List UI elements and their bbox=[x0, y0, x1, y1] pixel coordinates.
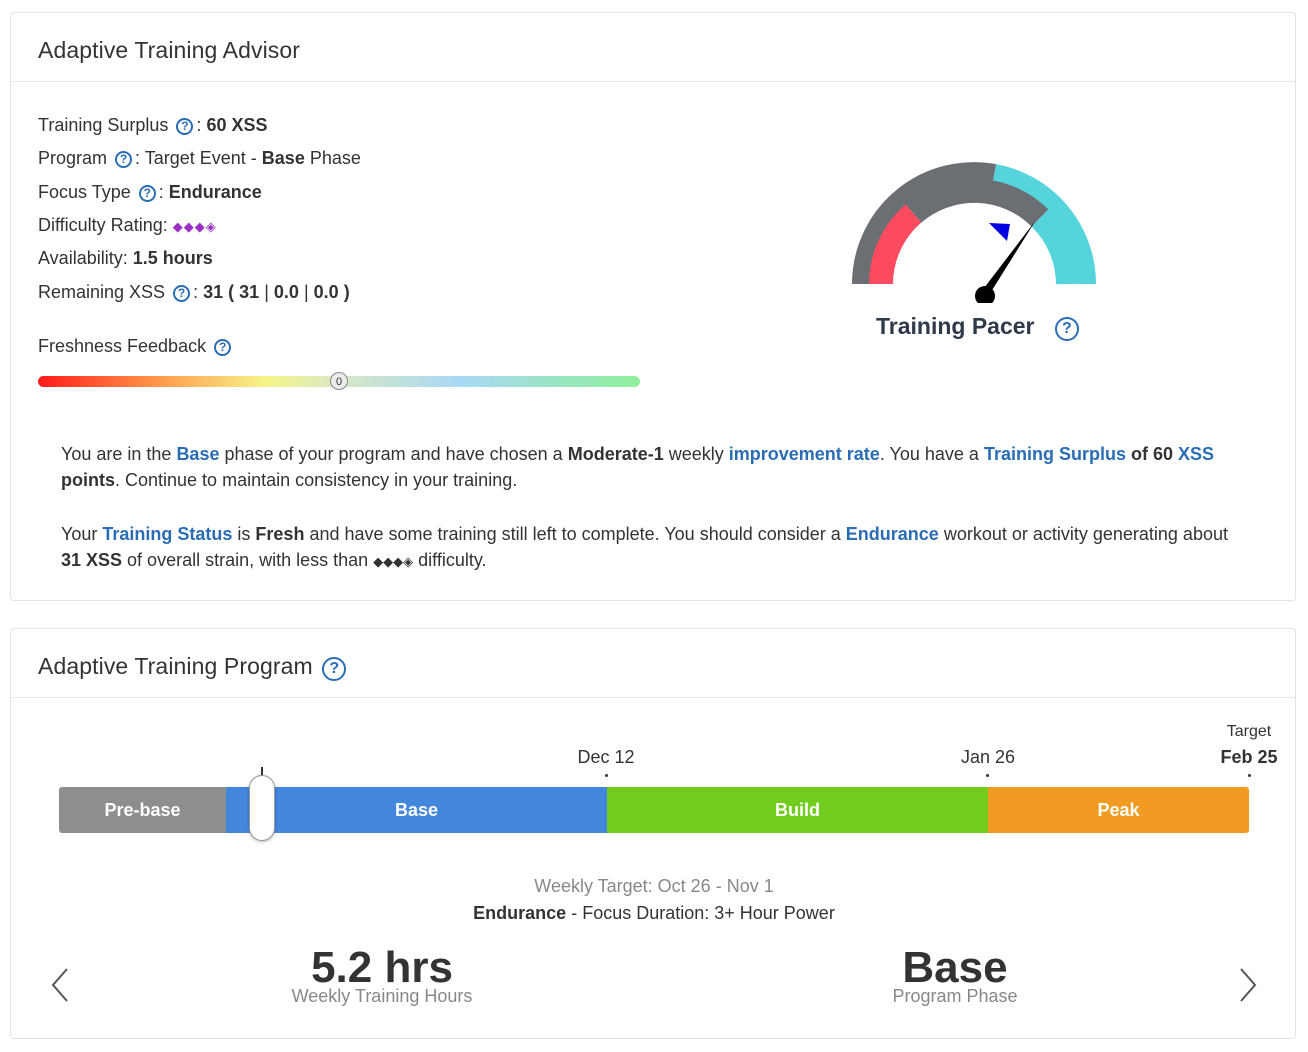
advisor-paragraph-1: You are in the Base phase of your progra… bbox=[61, 444, 1214, 490]
phase-build: Build bbox=[607, 787, 988, 833]
target-date: Feb 25 bbox=[1220, 747, 1278, 767]
gauge-marker-icon bbox=[989, 223, 1010, 241]
freshness-knob[interactable]: 0 bbox=[330, 372, 348, 390]
remaining-peak: 0.0 bbox=[313, 282, 339, 302]
training-pacer-label: Training Pacer ? bbox=[876, 313, 1082, 341]
remaining-high: 0.0 bbox=[273, 282, 299, 302]
weekly-hours-value: 5.2 hrs bbox=[311, 943, 453, 992]
advisor-paragraph-2: Your Training Status is Fresh and have s… bbox=[61, 524, 1228, 570]
slider-handle-tick bbox=[261, 767, 263, 779]
gauge-outer-cyan-arc bbox=[992, 164, 1096, 285]
focus-type-value: Endurance bbox=[168, 182, 262, 202]
training-surplus-value: 60 XSS bbox=[206, 115, 268, 135]
advisor-header: Adaptive Training Advisor bbox=[11, 13, 1295, 82]
improvement-rate-link[interactable]: improvement rate bbox=[728, 444, 880, 464]
help-icon[interactable]: ? bbox=[173, 285, 191, 302]
difficulty-diamonds-icon: ◆◆◆◈ bbox=[373, 554, 414, 569]
remaining-xss-row: Remaining XSS ?: 31 ( 31 | 0.0 | 0.0 ) bbox=[38, 282, 350, 302]
program-phase: Base bbox=[261, 148, 305, 168]
focus-duration-text: Endurance - Focus Duration: 3+ Hour Powe… bbox=[473, 903, 835, 923]
advisor-title: Adaptive Training Advisor bbox=[38, 37, 301, 63]
gauge-inner-red-arc bbox=[869, 204, 922, 285]
gauge-needle bbox=[981, 220, 1036, 295]
chevron-left-icon[interactable] bbox=[45, 965, 75, 1005]
freshness-label: Freshness Feedback bbox=[38, 336, 207, 356]
phase-peak: Peak bbox=[988, 787, 1249, 833]
weekly-target-text: Weekly Target: Oct 26 - Nov 1 bbox=[534, 876, 774, 896]
freshness-row: Freshness Feedback ? bbox=[38, 336, 234, 357]
gauge-hub bbox=[975, 286, 995, 303]
availability-label: Availability: bbox=[38, 248, 128, 268]
help-icon[interactable]: ? bbox=[322, 657, 347, 681]
week-slider-handle[interactable] bbox=[249, 775, 275, 841]
program-phase-label: Program Phase bbox=[892, 986, 1018, 1006]
remaining-xss-label: Remaining XSS bbox=[38, 282, 166, 302]
gauge-outer-grey-arc bbox=[852, 162, 997, 285]
availability-row: Availability: 1.5 hours bbox=[38, 248, 213, 269]
program-prefix: Target Event - bbox=[144, 148, 262, 168]
xss-link[interactable]: XSS bbox=[1177, 444, 1214, 464]
program-suffix: Phase bbox=[304, 148, 361, 168]
endurance-link[interactable]: Endurance bbox=[845, 524, 939, 544]
training-surplus-link[interactable]: Training Surplus bbox=[983, 444, 1126, 464]
peak-start-date: Jan 26 bbox=[960, 747, 1016, 767]
program-phase-value: Base bbox=[902, 943, 1008, 992]
help-icon[interactable]: ? bbox=[214, 339, 232, 356]
phase-prebase: Pre-base bbox=[59, 787, 226, 833]
program-row: Program ?: Target Event - Base Phase bbox=[38, 148, 361, 168]
build-start-date: Dec 12 bbox=[577, 747, 635, 767]
training-pacer-gauge bbox=[852, 162, 1096, 303]
gauge-inner-grey-arc bbox=[905, 178, 1049, 227]
weekly-hours-label: Weekly Training Hours bbox=[291, 986, 473, 1006]
help-icon[interactable]: ? bbox=[115, 151, 133, 168]
peak-date-tick bbox=[986, 774, 989, 777]
advisor-card: Adaptive Training Advisor Training Surpl… bbox=[10, 12, 1296, 601]
help-icon[interactable]: ? bbox=[138, 185, 156, 202]
focus-type-label: Focus Type bbox=[38, 182, 131, 202]
availability-value: 1.5 hours bbox=[132, 248, 213, 268]
training-surplus-row: Training Surplus ?: 60 XSS bbox=[38, 115, 268, 135]
phase-base: Base bbox=[226, 787, 607, 833]
difficulty-row: Difficulty Rating: ◆◆◆◈ bbox=[38, 215, 217, 236]
base-phase-link[interactable]: Base bbox=[176, 444, 220, 464]
chevron-right-icon[interactable] bbox=[1233, 965, 1263, 1005]
training-status-link[interactable]: Training Status bbox=[102, 524, 233, 544]
training-surplus-label: Training Surplus bbox=[38, 115, 169, 135]
program-card: Adaptive Training Program ? Target Dec 1… bbox=[10, 628, 1296, 1039]
help-icon[interactable]: ? bbox=[1054, 317, 1079, 341]
target-date-tick bbox=[1248, 774, 1251, 777]
difficulty-diamonds-icon: ◆◆◆◈ bbox=[172, 219, 217, 234]
program-title: Adaptive Training Program ? bbox=[38, 653, 349, 681]
target-label: Target bbox=[1226, 723, 1272, 740]
build-date-tick bbox=[605, 774, 608, 777]
program-header: Adaptive Training Program ? bbox=[11, 629, 1295, 698]
remaining-low: 31 bbox=[239, 282, 260, 302]
program-label: Program bbox=[38, 148, 108, 168]
gauge-inner-cyan-arc bbox=[1031, 209, 1080, 285]
difficulty-label: Difficulty Rating: bbox=[38, 215, 168, 235]
help-icon[interactable]: ? bbox=[176, 118, 194, 135]
remaining-total: 31 bbox=[203, 282, 224, 302]
focus-type-row: Focus Type ?: Endurance bbox=[38, 182, 262, 202]
